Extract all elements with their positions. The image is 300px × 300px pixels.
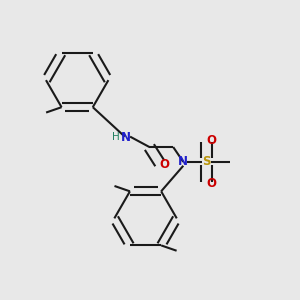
- Text: H: H: [112, 132, 120, 142]
- Text: N: N: [121, 131, 131, 144]
- Text: O: O: [207, 177, 217, 190]
- Text: O: O: [159, 158, 169, 171]
- Text: O: O: [207, 134, 217, 147]
- Text: N: N: [178, 155, 188, 168]
- Text: S: S: [202, 155, 211, 168]
